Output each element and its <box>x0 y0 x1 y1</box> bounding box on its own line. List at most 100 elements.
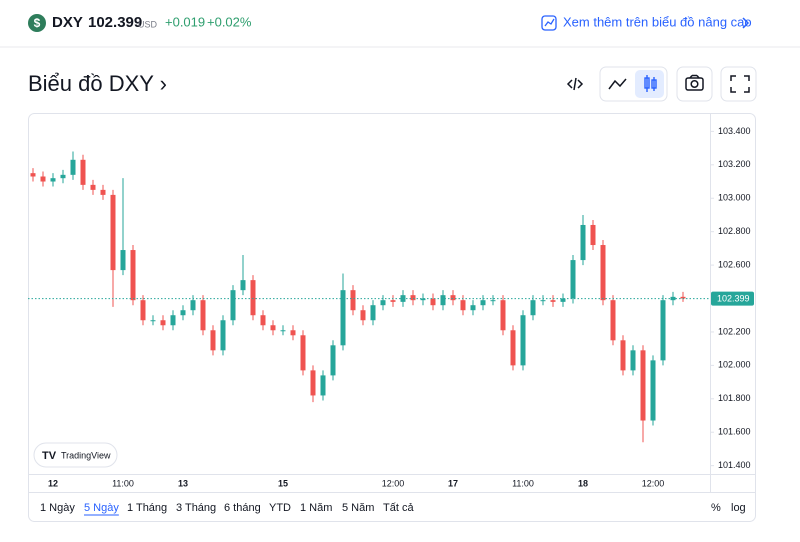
advanced-chart-link[interactable]: Xem thêm trên biểu đồ nâng cao <box>541 14 752 31</box>
range-button[interactable]: 5 Năm <box>342 502 374 514</box>
candle-body <box>220 320 226 351</box>
watermark-logo: TV <box>42 450 57 462</box>
range-button[interactable]: 3 Tháng <box>176 502 216 514</box>
y-tick-label: 103.400 <box>718 126 751 136</box>
candle-body <box>250 280 256 316</box>
candle-body <box>490 300 496 302</box>
candle-body <box>50 178 56 182</box>
candle-body <box>520 315 526 366</box>
candle-body <box>140 300 146 321</box>
x-tick-label: 17 <box>448 478 458 488</box>
x-tick-label: 18 <box>578 478 588 488</box>
candle-body <box>550 300 556 302</box>
candle-body <box>240 280 246 291</box>
x-tick-label: 11:00 <box>112 478 134 488</box>
x-tick-label: 11:00 <box>512 478 534 488</box>
x-tick-label: 12:00 <box>642 478 665 488</box>
x-tick-label: 12 <box>48 478 58 488</box>
candle-body <box>680 296 686 299</box>
candle-body <box>210 330 216 351</box>
range-button[interactable]: 1 Tháng <box>127 502 167 514</box>
candle-body <box>600 245 606 301</box>
candle-body <box>60 174 66 179</box>
embed-button[interactable] <box>566 77 584 91</box>
candle-body <box>660 300 666 361</box>
candle-body <box>380 300 386 306</box>
candle-body <box>320 375 326 396</box>
candle-body <box>420 298 426 301</box>
candle-body <box>170 315 176 326</box>
line-style-button[interactable] <box>608 78 627 90</box>
page-title[interactable]: Biểu đồ DXY › <box>28 71 167 96</box>
y-tick-label: 102.200 <box>718 326 751 336</box>
candle-body <box>610 300 616 341</box>
change: +0.019 <box>165 14 205 29</box>
currency: USD <box>138 19 158 29</box>
y-tick-label: 102.600 <box>718 259 751 269</box>
candle-body <box>480 300 486 306</box>
watermark-badge <box>33 442 118 468</box>
scale-button[interactable]: log <box>731 502 746 514</box>
candle-body <box>90 184 96 190</box>
candle-body <box>230 290 236 321</box>
candle-body <box>30 173 36 177</box>
candle-body <box>500 300 506 331</box>
candle-body <box>540 300 546 302</box>
candle-body <box>360 310 366 321</box>
candle-body <box>80 159 86 185</box>
change-percent: +0.02% <box>207 14 252 29</box>
chart-frame <box>28 113 756 522</box>
range-bar: 1 Ngày 5 Ngày 1 Tháng 3 Tháng 6 tháng YTD 1 Nă… <box>40 502 746 516</box>
range-button[interactable]: 5 Ngày <box>84 502 119 514</box>
candle-body <box>640 350 646 421</box>
candle-body <box>390 300 396 302</box>
candle-body <box>300 335 306 371</box>
candle-icon <box>644 75 657 92</box>
candle-body <box>440 295 446 306</box>
symbol-icon-glyph: $ <box>34 16 41 30</box>
candle-body <box>330 345 336 376</box>
y-tick-label: 102.800 <box>718 226 751 236</box>
candle-body <box>530 300 536 316</box>
range-button[interactable]: 6 tháng <box>224 502 261 514</box>
candle-body <box>310 370 316 396</box>
candle-body <box>370 305 376 321</box>
range-button[interactable]: 1 Năm <box>300 502 332 514</box>
y-tick-label: 102.000 <box>718 360 751 370</box>
candle-body <box>200 300 206 331</box>
candle-body <box>280 330 286 332</box>
price: 102.399 <box>88 14 142 31</box>
camera-icon <box>685 74 704 91</box>
fullscreen-button[interactable] <box>720 66 757 102</box>
link-text[interactable]: Xem thêm trên biểu đồ nâng cao <box>563 14 752 29</box>
last-price-label: 102.399 <box>717 294 750 304</box>
range-button[interactable]: Tất cả <box>383 502 414 514</box>
candle-body <box>560 298 566 302</box>
y-tick-label: 103.000 <box>718 193 751 203</box>
candle-body <box>580 224 586 261</box>
candle-body <box>180 310 186 316</box>
scale-button[interactable]: % <box>711 502 721 514</box>
watermark: TradingView <box>61 450 111 460</box>
candle-body <box>290 330 296 336</box>
x-tick-label: 12:00 <box>382 478 405 488</box>
x-tick-label: 15 <box>278 478 288 488</box>
candle-body <box>630 350 636 371</box>
candle-body <box>260 315 266 326</box>
snapshot-button[interactable] <box>676 66 713 102</box>
candle-body <box>160 320 166 326</box>
candle-body <box>130 250 136 301</box>
candle-body <box>100 189 106 195</box>
candle-body <box>410 295 416 301</box>
y-tick-label: 101.600 <box>718 427 751 437</box>
plot: 101.400101.600101.800102.000102.200102.4… <box>28 126 754 488</box>
range-button[interactable]: 1 Ngày <box>40 502 75 514</box>
candle-body <box>590 224 596 246</box>
candle-body <box>430 298 436 306</box>
symbol: DXY <box>52 14 83 31</box>
candle-body <box>620 340 626 371</box>
range-button[interactable]: YTD <box>269 502 291 514</box>
candle-body <box>470 305 476 311</box>
